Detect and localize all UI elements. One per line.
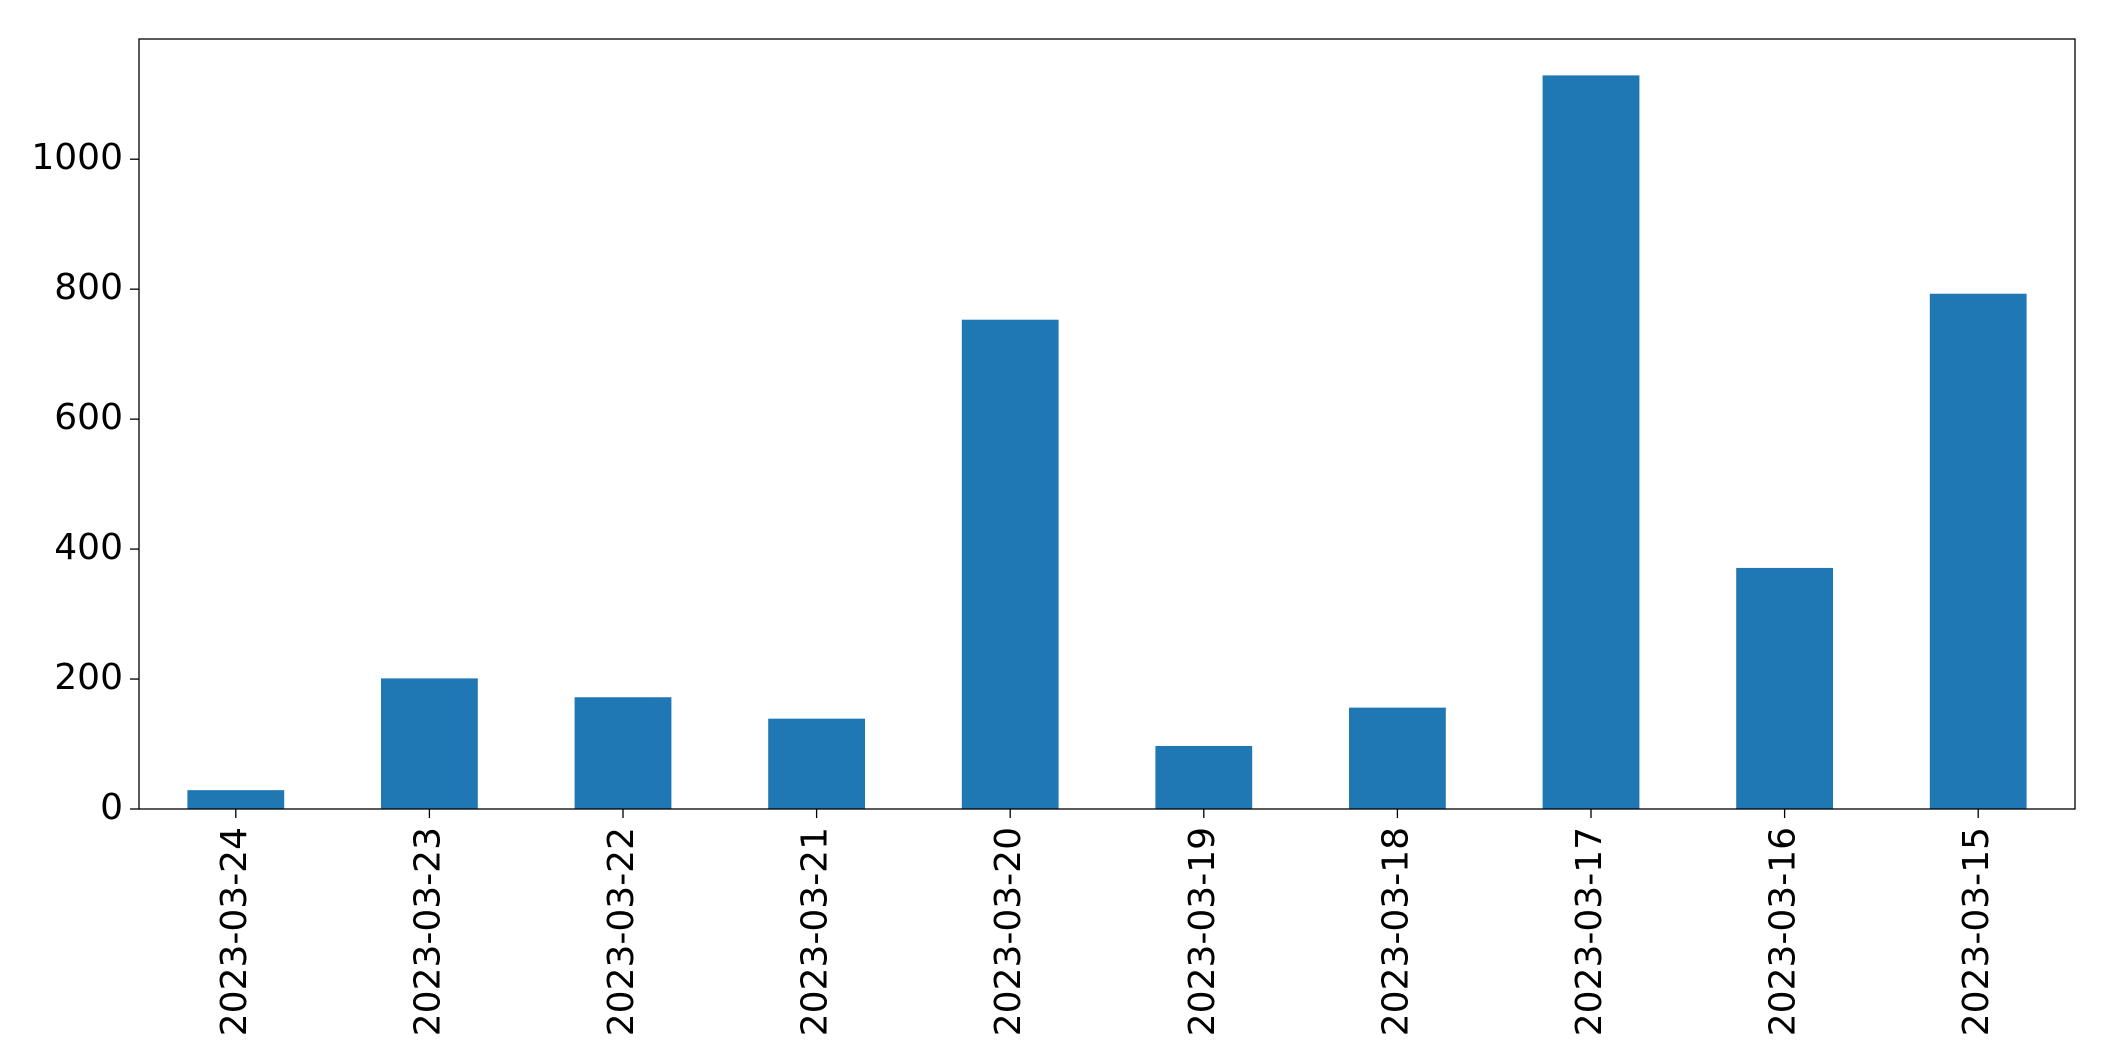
bar xyxy=(768,718,865,809)
bar xyxy=(1349,707,1446,809)
y-tick-label: 600 xyxy=(54,397,123,438)
y-tick-label: 0 xyxy=(100,787,123,828)
x-tick-label: 2023-03-23 xyxy=(407,827,448,1036)
bar xyxy=(381,678,478,809)
x-tick-label: 2023-03-24 xyxy=(214,827,255,1036)
bar xyxy=(187,790,285,809)
y-tick-label: 1000 xyxy=(31,137,123,178)
plot-frame xyxy=(138,38,2076,810)
x-tick-label: 2023-03-20 xyxy=(988,827,1029,1036)
bar xyxy=(1542,75,1640,809)
y-tick-label: 200 xyxy=(54,657,123,698)
y-tick-label: 800 xyxy=(54,267,123,308)
bar xyxy=(961,319,1059,809)
x-tick-label: 2023-03-21 xyxy=(795,827,836,1036)
bar xyxy=(1155,745,1253,809)
bar xyxy=(1929,293,2027,809)
x-tick-label: 2023-03-22 xyxy=(601,827,642,1036)
y-tick-label: 400 xyxy=(54,527,123,568)
x-tick-label: 2023-03-17 xyxy=(1569,827,1610,1036)
x-tick-label: 2023-03-15 xyxy=(1956,827,1997,1036)
bar xyxy=(1736,567,1833,809)
x-tick-label: 2023-03-19 xyxy=(1182,827,1223,1036)
x-tick-label: 2023-03-16 xyxy=(1763,827,1804,1036)
bar xyxy=(574,697,672,809)
x-tick-label: 2023-03-18 xyxy=(1375,827,1416,1036)
